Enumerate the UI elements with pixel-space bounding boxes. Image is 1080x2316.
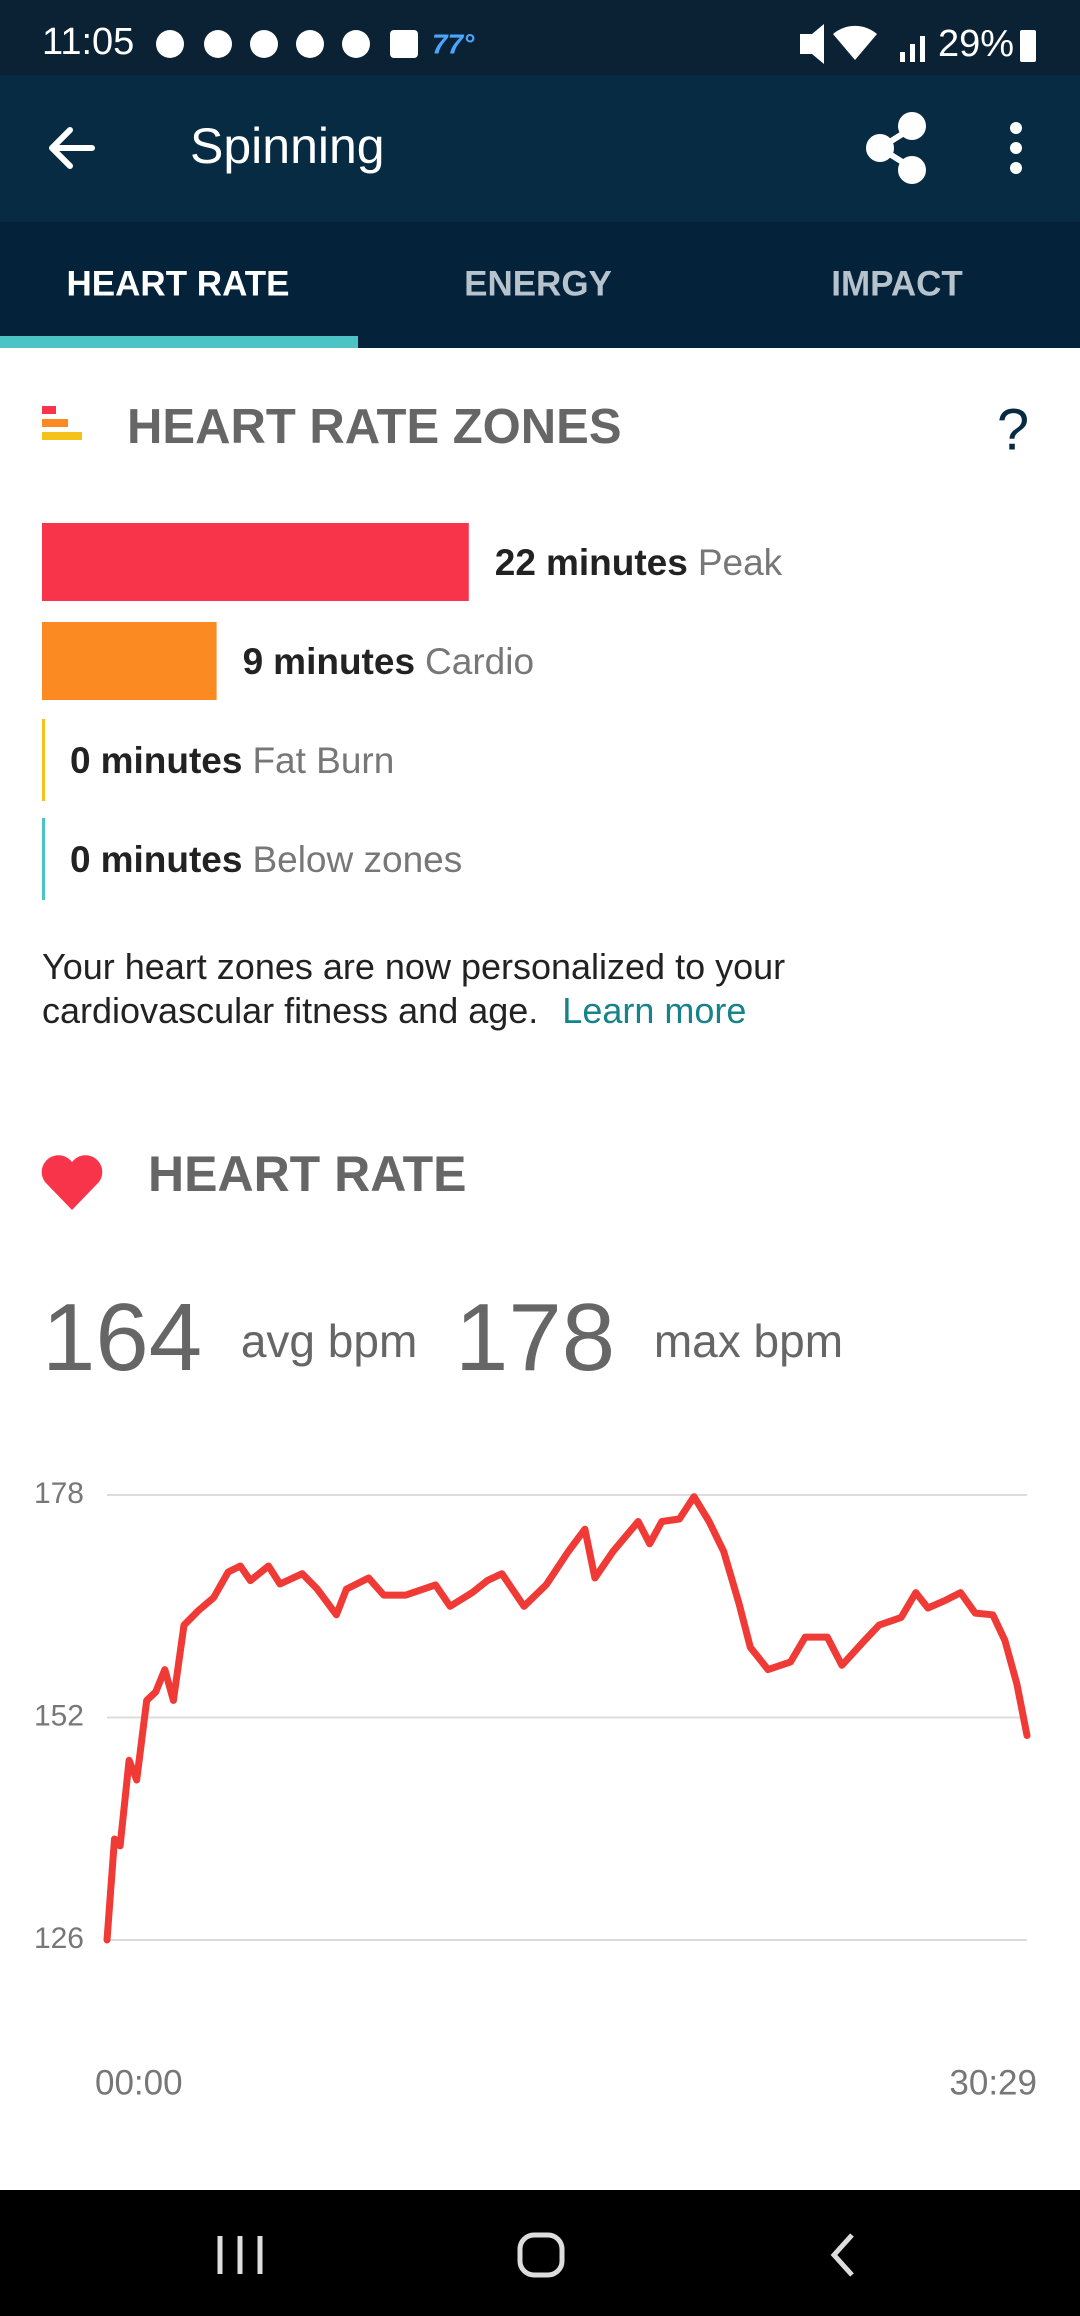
x-tick-label: 30:29 bbox=[949, 2063, 1037, 2102]
zone-name: Fat Burn bbox=[252, 740, 394, 781]
tab[interactable]: ENERGY bbox=[464, 264, 612, 303]
battery-level: 29% bbox=[938, 23, 1014, 65]
nav-buttons bbox=[217, 2232, 854, 2278]
notification-icons bbox=[156, 30, 418, 58]
zone-bar bbox=[42, 622, 217, 700]
back-nav-button[interactable] bbox=[830, 2233, 854, 2277]
battery-icon bbox=[1020, 30, 1036, 62]
share-button[interactable] bbox=[866, 112, 926, 184]
avg-label: avg bpm bbox=[241, 1315, 417, 1367]
zone-name: Below zones bbox=[252, 839, 462, 880]
zone-bar bbox=[42, 523, 469, 601]
zone-minutes: 0 bbox=[70, 839, 91, 880]
zone-label: 0 minutes Below zones bbox=[70, 839, 462, 880]
y-tick-label: 152 bbox=[34, 1699, 84, 1732]
app-title: Spinning bbox=[190, 118, 385, 174]
zone-minutes: 0 bbox=[70, 740, 91, 781]
section-title: HEART RATE ZONES bbox=[127, 400, 622, 454]
zone-unit: minutes bbox=[273, 641, 415, 682]
zone-label: 22 minutes Peak bbox=[495, 542, 783, 583]
zone-name: Cardio bbox=[425, 641, 534, 682]
zone-minutes: 22 bbox=[495, 542, 536, 583]
zones-icon bbox=[42, 406, 82, 440]
zone-bar bbox=[42, 818, 45, 900]
heart-rate-line bbox=[103, 1493, 1031, 1944]
tab-bar bbox=[0, 222, 1080, 348]
zone-bar bbox=[42, 719, 45, 801]
nav-bar bbox=[0, 2190, 1080, 2316]
learn-more-link[interactable]: Learn more bbox=[562, 990, 747, 1031]
home-button[interactable] bbox=[517, 2232, 565, 2278]
zone-unit: minutes bbox=[101, 740, 243, 781]
max-label: max bpm bbox=[654, 1315, 843, 1367]
x-tick-label: 00:00 bbox=[95, 2063, 183, 2102]
menu-button[interactable] bbox=[1010, 122, 1022, 174]
heart-rate-summary: 164 avg bpm 178 max bpm bbox=[42, 1284, 843, 1391]
app-bar bbox=[0, 75, 1080, 222]
avg-value: 164 bbox=[42, 1284, 202, 1391]
zone-name: Peak bbox=[698, 542, 783, 583]
zone-label: 0 minutes Fat Burn bbox=[70, 740, 394, 781]
tab-indicator bbox=[0, 336, 358, 348]
section-title: HEART RATE bbox=[148, 1146, 467, 1202]
heart-icon bbox=[41, 1155, 103, 1210]
y-tick-label: 178 bbox=[34, 1477, 84, 1510]
heart-rate-chart: 126 152 178 00:00 30:29 bbox=[34, 1477, 1037, 2102]
y-tick-label: 126 bbox=[34, 1922, 84, 1955]
zones-note: Your heart zones are now personalized to… bbox=[42, 945, 842, 1033]
tab[interactable]: HEART RATE bbox=[67, 264, 290, 303]
zone-unit: minutes bbox=[101, 839, 243, 880]
zone-unit: minutes bbox=[546, 542, 688, 583]
zone-label: 9 minutes Cardio bbox=[243, 641, 534, 682]
tab[interactable]: IMPACT bbox=[831, 264, 963, 303]
system-icons bbox=[800, 24, 925, 64]
help-button[interactable]: ? bbox=[997, 397, 1029, 462]
zone-minutes: 9 bbox=[243, 641, 264, 682]
recents-button[interactable] bbox=[217, 2236, 263, 2274]
clock: 11:05 bbox=[42, 21, 134, 63]
back-button[interactable] bbox=[49, 127, 95, 169]
temperature: 77° bbox=[432, 28, 475, 59]
max-value: 178 bbox=[455, 1284, 615, 1391]
note-text: Your heart zones are now personalized to… bbox=[42, 946, 786, 1031]
